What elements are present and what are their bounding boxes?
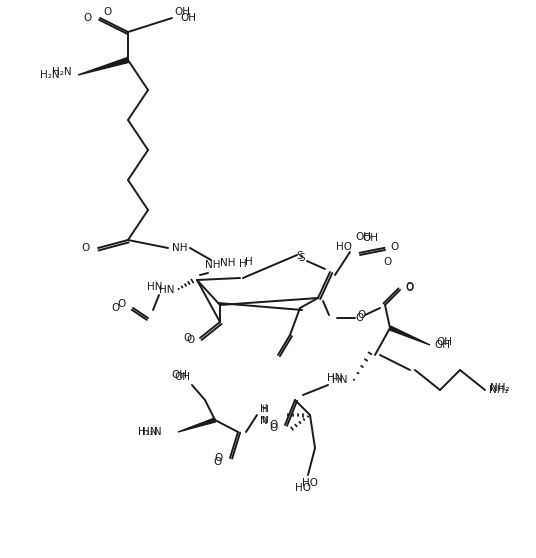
Text: O: O <box>270 423 278 433</box>
Text: O: O <box>358 310 366 320</box>
Text: S: S <box>297 251 303 261</box>
Text: H: H <box>239 259 247 269</box>
Text: HN: HN <box>159 285 175 295</box>
Text: O: O <box>383 257 391 267</box>
Text: H
N: H N <box>260 404 268 426</box>
Text: O: O <box>214 457 222 467</box>
Text: NH₂: NH₂ <box>490 383 510 393</box>
Text: O: O <box>215 453 223 463</box>
Text: O: O <box>82 243 90 253</box>
Text: H₂N: H₂N <box>40 70 60 80</box>
Polygon shape <box>78 57 129 75</box>
Text: H: H <box>245 257 253 267</box>
Text: H₂N: H₂N <box>143 427 162 437</box>
Text: O: O <box>187 335 195 345</box>
Text: O: O <box>356 313 364 323</box>
Text: OH: OH <box>171 370 187 380</box>
Polygon shape <box>178 418 215 432</box>
Text: H
N: H N <box>262 405 269 425</box>
Text: OH: OH <box>436 337 452 347</box>
Text: O: O <box>405 283 413 293</box>
Text: NH: NH <box>220 258 235 268</box>
Text: H₂N: H₂N <box>138 427 158 437</box>
Text: O: O <box>104 7 112 17</box>
Text: OH: OH <box>174 372 190 382</box>
Text: O: O <box>111 303 120 313</box>
Text: O: O <box>84 13 92 23</box>
Text: NH: NH <box>172 243 188 253</box>
Text: O: O <box>390 242 398 252</box>
Text: HN: HN <box>146 282 162 292</box>
Text: HN: HN <box>332 375 348 385</box>
Text: NH₂: NH₂ <box>489 385 509 395</box>
Text: HN: HN <box>326 373 342 383</box>
Text: OH: OH <box>174 7 190 17</box>
Text: HO: HO <box>336 242 352 252</box>
Text: OH: OH <box>434 340 450 350</box>
Text: HO: HO <box>302 478 318 488</box>
Text: O: O <box>405 282 413 292</box>
Text: S: S <box>299 253 306 263</box>
Text: HO: HO <box>295 483 311 493</box>
Text: OH: OH <box>180 13 196 23</box>
Text: O: O <box>118 299 126 309</box>
Text: O: O <box>270 420 278 430</box>
Text: OH: OH <box>355 232 371 242</box>
Polygon shape <box>389 326 430 345</box>
Text: NH: NH <box>205 260 221 270</box>
Text: H₂N: H₂N <box>53 67 72 77</box>
Text: OH: OH <box>362 233 378 243</box>
Text: O: O <box>184 333 192 343</box>
